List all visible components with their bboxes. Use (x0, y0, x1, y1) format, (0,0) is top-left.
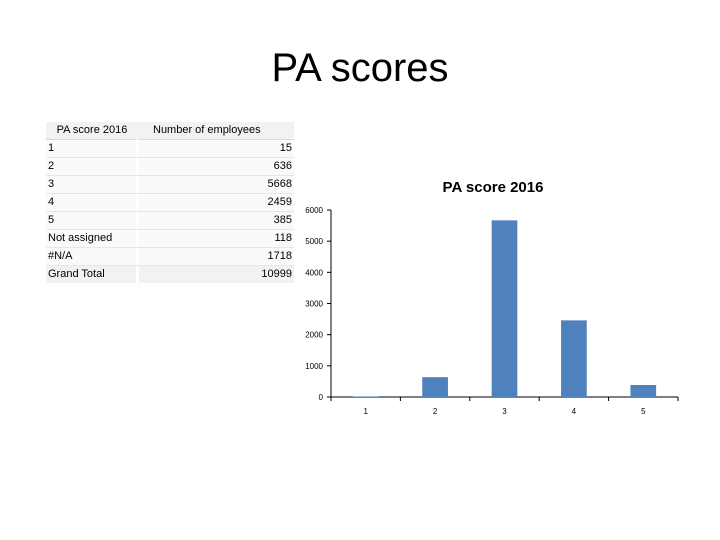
pivot-header-score: PA score 2016 (46, 122, 136, 140)
pivot-header-count: Number of employees (139, 122, 294, 140)
pivot-row: 5 385 (46, 211, 294, 230)
slide-title: PA scores (271, 46, 449, 90)
y-tick-label: 3000 (305, 300, 323, 309)
y-tick-label: 0 (319, 393, 324, 402)
y-tick-label: 6000 (305, 206, 323, 215)
pivot-row-value: 636 (139, 157, 294, 176)
pivot-row-label: 1 (46, 139, 136, 158)
pivot-row-label: 4 (46, 193, 136, 212)
pivot-row-value: 1718 (139, 247, 294, 266)
bars (352, 220, 657, 397)
pivot-row-value: 5668 (139, 175, 294, 194)
y-tick-label: 4000 (305, 268, 323, 277)
y-axis: 0 1000 2000 3000 4000 5000 6000 (305, 206, 332, 402)
chart-title: PA score 2016 (443, 179, 544, 196)
bar (491, 220, 518, 397)
bar (630, 385, 657, 397)
pivot-row: 3 5668 (46, 175, 294, 194)
bar (422, 377, 448, 397)
pivot-row-value: 385 (139, 211, 294, 230)
pivot-total-value: 10999 (139, 265, 294, 283)
bar (561, 320, 587, 397)
pivot-row-label: 2 (46, 157, 136, 176)
pivot-total-label: Grand Total (46, 265, 136, 283)
x-tick-label: 5 (641, 407, 646, 416)
pivot-row-label: 3 (46, 175, 136, 194)
x-tick-label: 3 (502, 407, 507, 416)
pivot-total-row: Grand Total 10999 (46, 265, 294, 283)
pivot-row: 1 15 (46, 139, 294, 158)
pivot-row: 4 2459 (46, 193, 294, 212)
pivot-row: #N/A 1718 (46, 247, 294, 266)
x-tick-label: 2 (433, 407, 438, 416)
pivot-row-value: 118 (139, 229, 294, 248)
pivot-row-value: 15 (139, 139, 294, 158)
pivot-row-label: Not assigned (46, 229, 136, 248)
pivot-row-label: 5 (46, 211, 136, 230)
y-tick-label: 2000 (305, 331, 323, 340)
pivot-table: PA score 2016 Number of employees 1 15 2… (46, 122, 294, 283)
x-tick-label: 1 (363, 407, 368, 416)
y-tick-label: 1000 (305, 362, 323, 371)
y-tick-label: 5000 (305, 237, 323, 246)
x-axis: 1 2 3 4 5 (330, 396, 679, 416)
pivot-header-row: PA score 2016 Number of employees (46, 122, 294, 140)
x-tick-label: 4 (572, 407, 577, 416)
pivot-row-value: 2459 (139, 193, 294, 212)
pivot-row-label: #N/A (46, 247, 136, 266)
pivot-row: 2 636 (46, 157, 294, 176)
pivot-row: Not assigned 118 (46, 229, 294, 248)
